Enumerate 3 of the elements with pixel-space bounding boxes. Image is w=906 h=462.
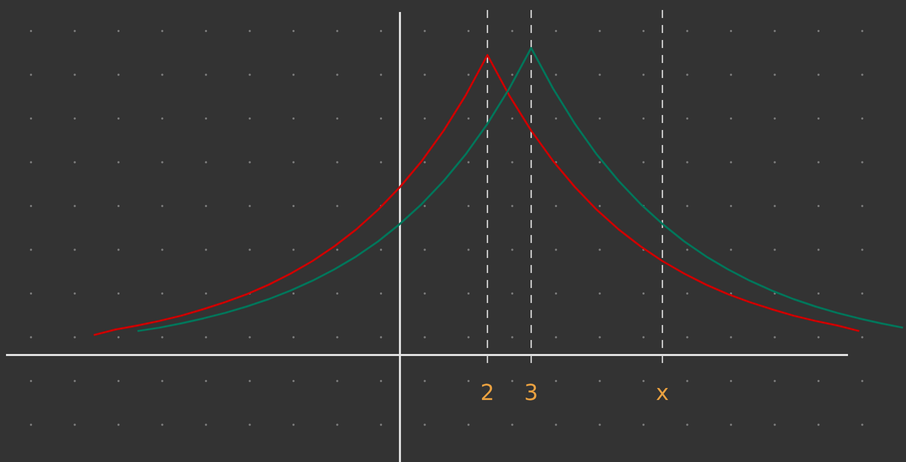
x-tick-label: 2 <box>480 381 494 406</box>
x-tick-label: x <box>656 381 669 406</box>
x-tick-label: 3 <box>524 381 538 406</box>
